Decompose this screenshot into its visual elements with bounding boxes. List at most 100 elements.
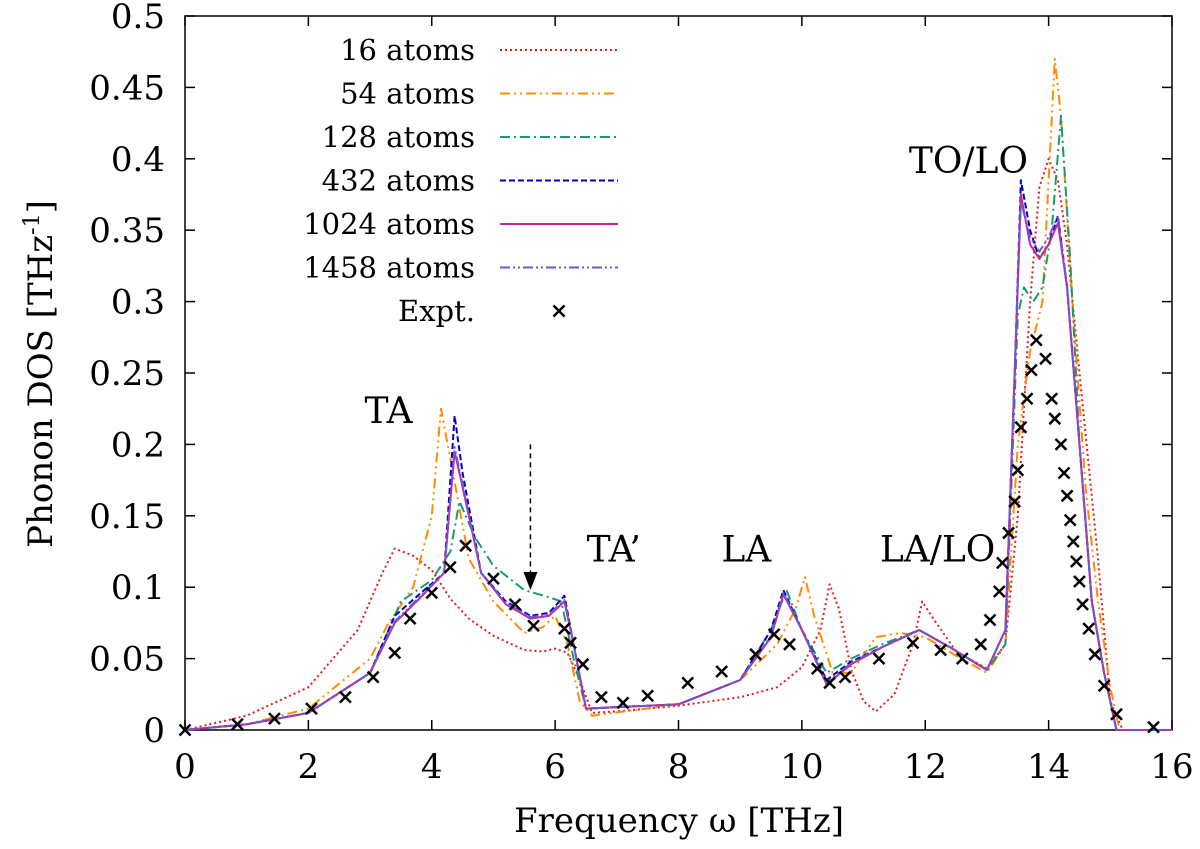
expt-point: [1073, 575, 1086, 588]
axis-labels: Frequency ω [THz] Phonon DOS [THz-1]: [20, 200, 844, 841]
expt-point: [974, 637, 988, 651]
y-tick-label: 0.5: [111, 0, 165, 37]
cross-stroke: [1147, 720, 1160, 734]
legend-entry: 432 atoms: [322, 164, 618, 198]
cross-stroke: [595, 690, 608, 704]
legend-label: 1458 atoms: [303, 251, 475, 285]
expt-point: [1011, 463, 1025, 477]
cross-stroke: [715, 665, 729, 678]
expt-point: [1048, 412, 1062, 426]
cross-stroke: [1066, 535, 1080, 548]
expt-point: [487, 572, 500, 586]
cross-stroke: [487, 572, 500, 586]
y-tick-label: 0.25: [89, 354, 165, 394]
cross-stroke: [1045, 392, 1059, 406]
cross-stroke: [1008, 495, 1022, 508]
cross-stroke: [767, 627, 781, 641]
arrow-head: [523, 572, 538, 591]
expt-point: [934, 643, 948, 657]
series-line-1024-atoms: [184, 193, 1172, 731]
expt-point: [425, 586, 439, 600]
cross-stroke: [1014, 420, 1028, 434]
series-lines: [184, 57, 1172, 731]
cross-stroke: [1057, 466, 1071, 480]
cross-stroke: [231, 717, 244, 731]
expt-point: [1097, 679, 1111, 693]
cross-stroke: [1073, 575, 1086, 588]
cross-stroke: [576, 657, 590, 671]
expt-point: [1063, 513, 1077, 527]
expt-point: [1060, 489, 1074, 503]
legend-entry: Expt.: [398, 294, 566, 328]
cross-stroke: [783, 637, 796, 651]
expt-point: [823, 676, 837, 690]
cross-stroke: [1060, 489, 1074, 503]
cross-stroke: [1110, 707, 1123, 721]
expt-point: [810, 662, 824, 675]
cross-stroke: [906, 636, 920, 650]
y-tick-label: 0.4: [111, 140, 165, 180]
expt-point: [1147, 720, 1160, 734]
ticks: 0 2 4 6 8 10 12 14 16 0 0.05 0.1 0.15 0.2 0.25 0.3 0.35 0…: [89, 0, 1193, 787]
expt-point: [616, 696, 630, 710]
x-tick-label: 16: [1150, 747, 1193, 787]
cross-stroke: [564, 636, 577, 650]
y-tick-label: 0.35: [89, 211, 165, 251]
cross-stroke: [641, 689, 655, 703]
expt-point: [388, 646, 402, 660]
legend-entry: 1458 atoms: [303, 251, 618, 285]
cross-stroke: [339, 690, 352, 704]
legend-label: 128 atoms: [322, 120, 475, 154]
cross-stroke: [983, 613, 997, 627]
cross-stroke: [1082, 622, 1096, 635]
expt-point: [1076, 597, 1089, 611]
y-tick-label: 0.05: [89, 640, 165, 680]
expt-point: [443, 560, 457, 574]
legend-label: 54 atoms: [340, 77, 475, 111]
expt-point: [557, 622, 571, 635]
cross-stroke: [823, 676, 837, 690]
cross-stroke: [366, 670, 380, 684]
expt-point: [715, 665, 729, 678]
cross-stroke: [1011, 463, 1025, 477]
expt-point: [459, 539, 473, 553]
expt-point: [681, 676, 695, 690]
expt-point: [1070, 555, 1083, 568]
legend-label: 432 atoms: [322, 164, 475, 198]
annotation-ta: TA’: [587, 529, 641, 570]
expt-point: [1054, 438, 1068, 451]
expt-point: [339, 690, 352, 704]
cross-stroke: [1029, 333, 1043, 347]
expt-point: [1029, 333, 1043, 347]
expt-point: [1066, 535, 1080, 548]
cross-stroke: [552, 304, 566, 318]
cross-stroke: [1070, 555, 1083, 568]
x-tick-label: 4: [421, 747, 443, 787]
cross-stroke: [1039, 352, 1052, 366]
cross-stroke: [557, 622, 571, 635]
expt-point: [1045, 392, 1059, 406]
expt-point: [231, 717, 244, 731]
cross-stroke: [508, 597, 522, 611]
y-tick-label: 0: [143, 711, 165, 751]
cross-stroke: [178, 723, 192, 737]
x-tick-label: 12: [904, 747, 947, 787]
expt-point: [366, 670, 380, 684]
annotation-tolo: TO/LO: [909, 141, 1028, 182]
cross-stroke: [1048, 412, 1062, 426]
cross-stroke: [934, 643, 948, 657]
cross-stroke: [974, 637, 988, 651]
annotations: TA TA’ LA LA/LO TO/LO: [365, 141, 1028, 591]
expt-point: [995, 556, 1009, 570]
cross-stroke: [527, 619, 540, 633]
expt-point: [178, 723, 192, 737]
series-line-16-atoms: [184, 157, 1172, 731]
expt-point: [955, 652, 969, 665]
y-tick-label: 0.45: [89, 68, 165, 108]
legend-marker: [552, 304, 566, 318]
legend-label: 1024 atoms: [303, 207, 475, 241]
expt-point: [1002, 526, 1015, 540]
cross-stroke: [1054, 438, 1068, 451]
expt-point: [1014, 420, 1028, 434]
expt-point: [1039, 352, 1052, 366]
